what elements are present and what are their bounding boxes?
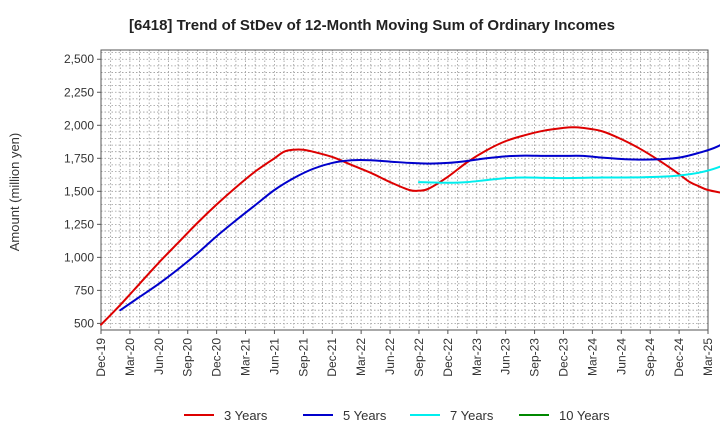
grid — [101, 50, 708, 330]
x-tick-label: Mar-22 — [354, 338, 368, 376]
y-tick-label: 500 — [74, 316, 94, 330]
y-tick-label: 1,250 — [64, 217, 94, 231]
y-tick-label: 2,000 — [64, 118, 94, 132]
x-tick-label: Dec-22 — [441, 338, 455, 377]
x-tick-label: Mar-23 — [470, 338, 484, 376]
legend: 3 Years 5 Years 7 Years 10 Years — [184, 408, 610, 423]
y-tick-label: 2,500 — [64, 52, 94, 66]
x-tick-label: Sep-23 — [528, 338, 542, 377]
series-lines — [100, 126, 720, 326]
y-tick-label: 1,500 — [64, 184, 94, 198]
x-tick-label: Mar-21 — [239, 338, 253, 376]
x-tick-label: Sep-21 — [296, 338, 310, 377]
y-tick-label: 1,750 — [64, 151, 94, 165]
x-tick-label: Jun-22 — [383, 338, 397, 375]
series-line-3-years — [100, 126, 720, 326]
x-tick-label: Sep-22 — [412, 338, 426, 377]
series-line-7-years — [417, 165, 720, 184]
chart-title: [6418] Trend of StDev of 12-Month Moving… — [129, 17, 615, 34]
x-tick-label: Sep-20 — [181, 338, 195, 377]
legend-label: 7 Years — [450, 408, 494, 423]
legend-label: 3 Years — [224, 408, 268, 423]
x-tick-label: Sep-24 — [643, 338, 657, 377]
x-tick-label: Jun-20 — [152, 338, 166, 375]
x-tick-label: Jun-23 — [499, 338, 513, 375]
y-tick-label: 1,000 — [64, 250, 94, 264]
x-tick-label: Mar-20 — [123, 338, 137, 376]
x-tick-label: Mar-25 — [701, 338, 715, 376]
legend-label: 10 Years — [559, 408, 610, 423]
legend-label: 5 Years — [343, 408, 387, 423]
x-tick-label: Dec-21 — [325, 338, 339, 377]
x-tick-label: Jun-24 — [614, 338, 628, 375]
axes: 500 750 1,000 1,250 1,500 1,750 2,000 2,250 2,50… — [64, 49, 715, 377]
x-tick-label: Dec-20 — [210, 338, 224, 377]
y-tick-label: 750 — [74, 283, 94, 297]
x-tick-label: Dec-23 — [556, 338, 570, 377]
x-tick-label: Dec-24 — [672, 338, 686, 377]
x-tick-label: Mar-24 — [585, 338, 599, 376]
x-tick-label: Jun-21 — [267, 338, 281, 375]
x-tick-label: Dec-19 — [94, 338, 108, 377]
series-line-5-years — [119, 144, 720, 312]
y-axis-label: Amount (million yen) — [7, 133, 22, 252]
y-tick-label: 2,250 — [64, 85, 94, 99]
